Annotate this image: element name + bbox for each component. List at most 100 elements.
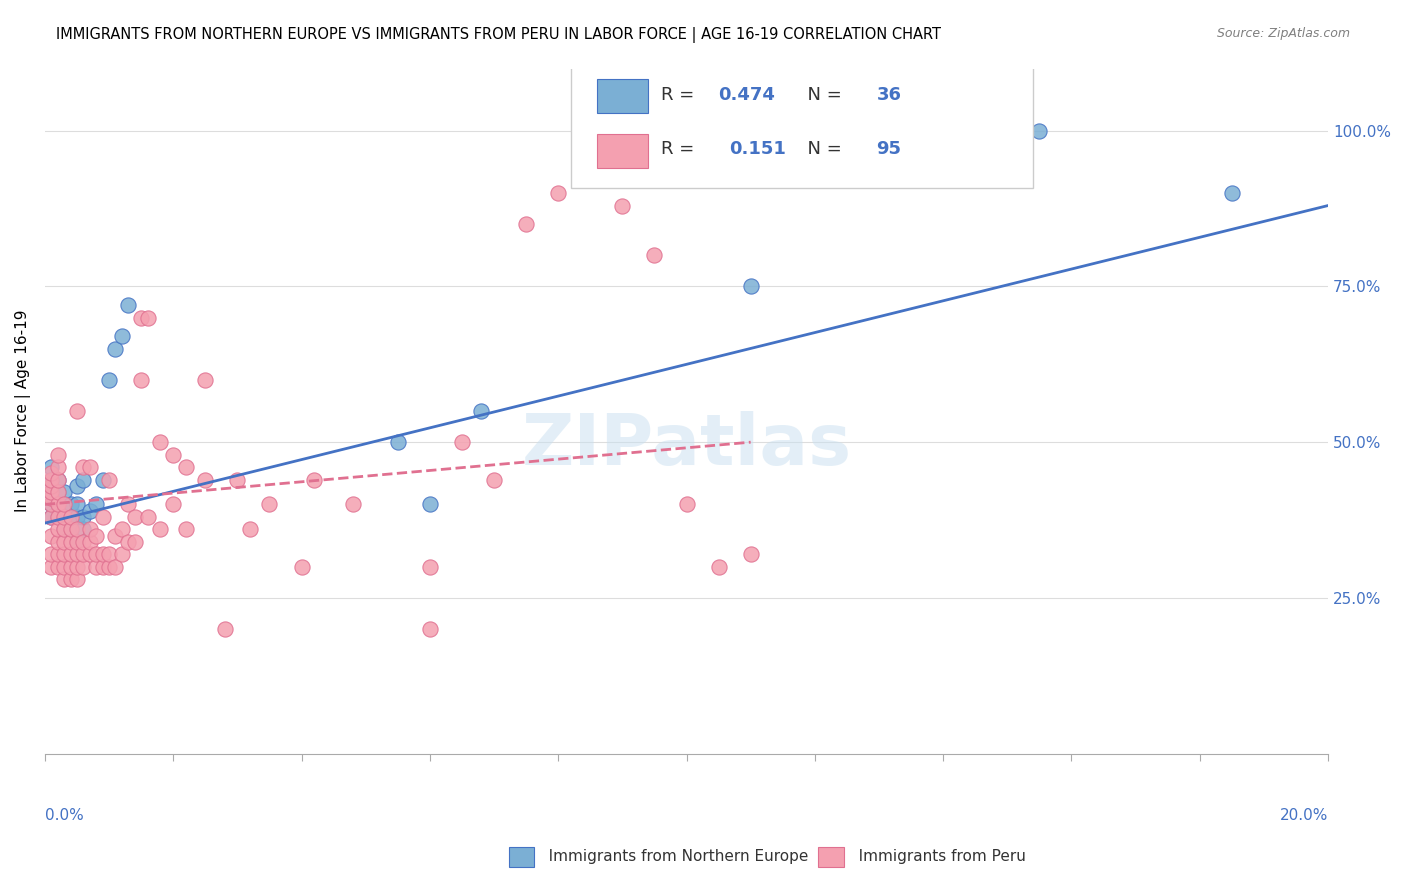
Point	[46, 460, 69, 475]
Point	[46, 509, 69, 524]
Point	[290, 559, 312, 574]
Point	[117, 498, 139, 512]
Y-axis label: In Labor Force | Age 16-19: In Labor Force | Age 16-19	[15, 310, 31, 512]
Point	[91, 547, 114, 561]
Text: ZIPatlas: ZIPatlas	[522, 411, 852, 480]
FancyBboxPatch shape	[571, 62, 1033, 188]
Point	[53, 522, 76, 536]
Point	[259, 498, 281, 512]
Point	[39, 498, 62, 512]
Point	[79, 522, 101, 536]
Point	[72, 473, 94, 487]
Point	[39, 559, 62, 574]
Point	[46, 547, 69, 561]
Point	[239, 522, 262, 536]
FancyBboxPatch shape	[596, 78, 648, 113]
Text: Immigrants from Northern Europe: Immigrants from Northern Europe	[534, 849, 808, 863]
Point	[136, 310, 159, 325]
Point	[740, 279, 762, 293]
Point	[84, 528, 107, 542]
Text: 0.0%: 0.0%	[45, 808, 83, 823]
Point	[162, 448, 184, 462]
Point	[194, 473, 217, 487]
Point	[149, 435, 172, 450]
Point	[66, 534, 89, 549]
Text: 95: 95	[876, 140, 901, 159]
Point	[72, 534, 94, 549]
Point	[66, 534, 89, 549]
Point	[1028, 124, 1050, 138]
Point	[451, 435, 474, 450]
Point	[104, 559, 127, 574]
Point	[98, 473, 121, 487]
Point	[39, 491, 62, 506]
Point	[66, 498, 89, 512]
Point	[46, 448, 69, 462]
Point	[84, 498, 107, 512]
Point	[84, 559, 107, 574]
Point	[66, 522, 89, 536]
Point	[136, 509, 159, 524]
Point	[91, 559, 114, 574]
Point	[59, 547, 82, 561]
Point	[162, 498, 184, 512]
Point	[84, 547, 107, 561]
Point	[66, 404, 89, 418]
Point	[98, 547, 121, 561]
Point	[53, 547, 76, 561]
Point	[39, 528, 62, 542]
Point	[53, 509, 76, 524]
Point	[66, 547, 89, 561]
Point	[91, 509, 114, 524]
Point	[39, 485, 62, 500]
Text: 0.151: 0.151	[728, 140, 786, 159]
Point	[149, 522, 172, 536]
Point	[53, 509, 76, 524]
Point	[579, 155, 602, 169]
Point	[111, 522, 134, 536]
Point	[59, 522, 82, 536]
Point	[304, 473, 326, 487]
Point	[129, 373, 152, 387]
Point	[79, 503, 101, 517]
Point	[46, 473, 69, 487]
Point	[66, 479, 89, 493]
Point	[72, 509, 94, 524]
Point	[387, 435, 409, 450]
Point	[547, 186, 569, 200]
Point	[643, 248, 665, 262]
Point	[59, 509, 82, 524]
Point	[59, 509, 82, 524]
Point	[66, 509, 89, 524]
Point	[46, 485, 69, 500]
Point	[46, 509, 69, 524]
Point	[46, 498, 69, 512]
Point	[46, 559, 69, 574]
Text: N =: N =	[796, 140, 846, 159]
Point	[39, 473, 62, 487]
Point	[740, 547, 762, 561]
Point	[79, 547, 101, 561]
Point	[174, 522, 197, 536]
Point	[72, 559, 94, 574]
Point	[1220, 186, 1243, 200]
Point	[124, 509, 146, 524]
Point	[53, 498, 76, 512]
Text: Source: ZipAtlas.com: Source: ZipAtlas.com	[1216, 27, 1350, 40]
Text: R =: R =	[661, 86, 700, 103]
Point	[111, 547, 134, 561]
Point	[59, 572, 82, 586]
Point	[214, 622, 236, 636]
Point	[515, 217, 537, 231]
Point	[59, 498, 82, 512]
Point	[72, 460, 94, 475]
Point	[104, 528, 127, 542]
Text: Immigrants from Peru: Immigrants from Peru	[844, 849, 1025, 863]
Point	[79, 534, 101, 549]
Point	[72, 522, 94, 536]
Point	[53, 559, 76, 574]
Point	[53, 498, 76, 512]
Point	[419, 559, 441, 574]
Point	[53, 534, 76, 549]
Text: 36: 36	[876, 86, 901, 103]
